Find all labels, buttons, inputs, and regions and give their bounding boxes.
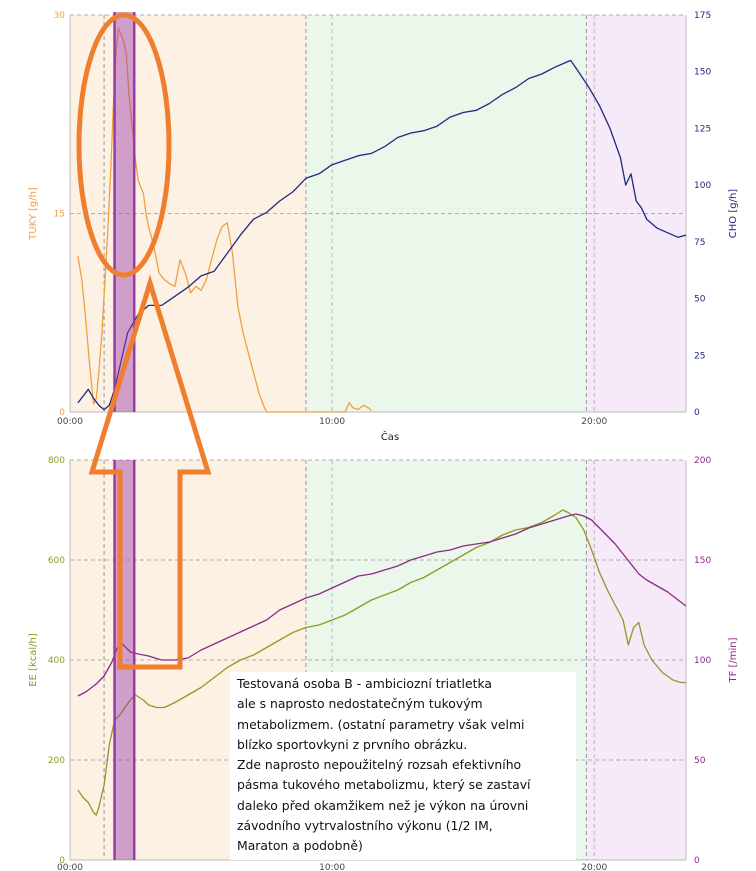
annotation-line: blízko sportovkyni z prvního obrázku.	[237, 736, 468, 752]
x-tick-label: 10:00	[319, 417, 345, 427]
x-tick-label: 20:00	[581, 863, 607, 871]
annotation-line: daleko před okamžikem než je výkon na úr…	[237, 797, 529, 813]
right-tick-label: 175	[694, 11, 711, 21]
left-tick-label: 800	[48, 456, 65, 466]
series-tf-line	[77, 513, 687, 697]
right-tick-label: 200	[694, 456, 711, 466]
x-tick-label: 00:00	[57, 417, 83, 427]
right-tick-label: 75	[694, 238, 705, 248]
series-ee-line	[77, 509, 686, 816]
right-tick-label: 0	[694, 408, 700, 418]
annotation-text-box: Testovaná osoba B - ambiciozní triatletk…	[230, 672, 576, 860]
annotation-line: Maraton a podobně)	[237, 838, 363, 854]
marker-band	[114, 12, 135, 412]
right-tick-label: 100	[694, 181, 711, 191]
left-tick-label: 0	[59, 408, 65, 418]
right-tick-label: 150	[694, 68, 711, 78]
zone-purple	[586, 15, 686, 412]
highlight-ellipse	[76, 12, 172, 278]
annotation-line: závodního vytrvalostního výkonu (1/2 IM,	[237, 818, 493, 834]
right-tick-label: 50	[694, 295, 706, 305]
left-tick-label: 200	[48, 756, 65, 766]
right-tick-label: 0	[694, 856, 700, 866]
left-tick-label: 15	[54, 210, 65, 220]
right-tick-label: 50	[694, 756, 706, 766]
left-tick-label: 400	[48, 656, 65, 666]
x-tick-label: 00:00	[57, 863, 83, 871]
annotation-line: pásma tukového metabolizmu, který se zas…	[237, 777, 531, 793]
up-arrow	[88, 274, 212, 670]
x-axis-label: Čas	[381, 430, 399, 443]
right-tick-label: 150	[694, 556, 711, 566]
marker-bands	[113, 12, 136, 860]
right-tick-label: 100	[694, 656, 711, 666]
zone-purple	[586, 460, 686, 860]
annotation-line: metabolizmem. (ostatní parametry však ve…	[237, 716, 525, 732]
left-tick-label: 600	[48, 556, 65, 566]
annotation-line: ale s naprosto nedostatečným tukovým	[237, 696, 483, 712]
annotation-line: Zde naprosto nepoužitelný rozsah efektiv…	[237, 757, 522, 773]
annotation-shapes	[76, 12, 212, 670]
annotation-line: Testovaná osoba B - ambiciozní triatletk…	[237, 676, 493, 691]
left-axis-label: TUKY [g/h]	[28, 187, 39, 241]
right-axis-label: TF [/min]	[728, 637, 739, 683]
x-tick-label: 20:00	[581, 417, 607, 427]
left-axis-label: EE [kcal/h]	[28, 633, 39, 687]
series-tuky-line	[77, 27, 372, 413]
right-axis-label: CHO [g/h]	[728, 189, 739, 239]
right-tick-label: 125	[694, 124, 711, 134]
zone-green	[305, 15, 587, 412]
axes: 0 15 30 0 25 50 75 100 125 150 175 00:00 10:00 20:00 T…	[28, 11, 739, 871]
left-tick-label: 30	[54, 11, 66, 21]
left-tick-label: 0	[59, 856, 65, 866]
x-tick-label: 10:00	[319, 863, 345, 871]
right-tick-label: 25	[694, 351, 705, 361]
